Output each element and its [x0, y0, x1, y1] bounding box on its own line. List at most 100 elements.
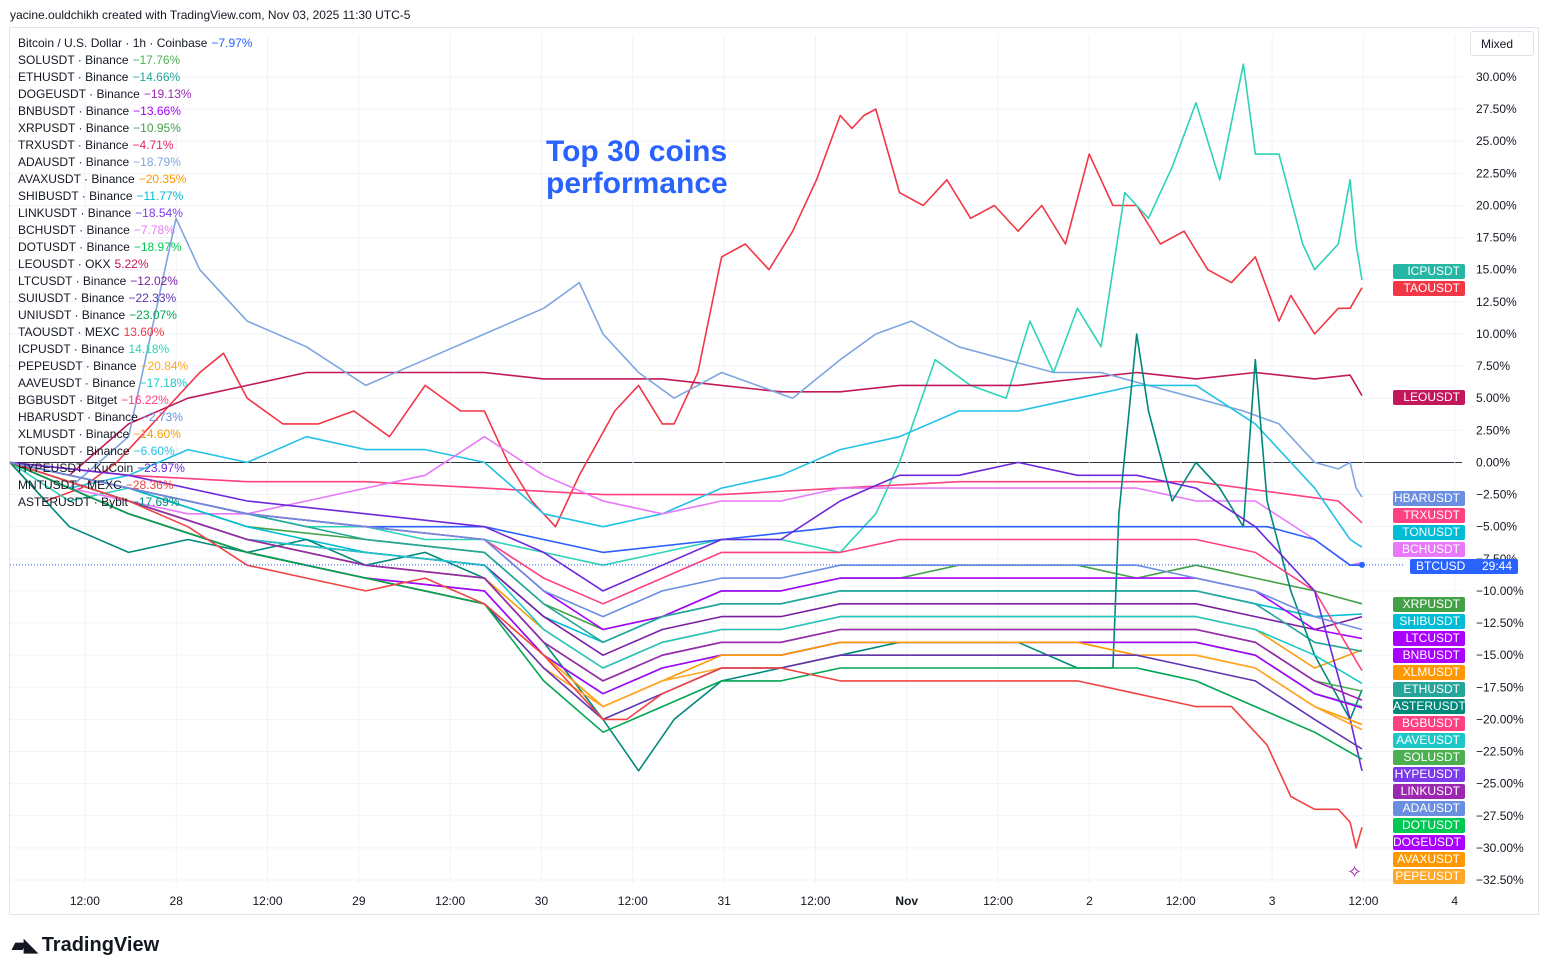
legend-item[interactable]: ICPUSDT · Binance 14.18%: [18, 341, 252, 358]
legend-item[interactable]: Bitcoin / U.S. Dollar · 1h · Coinbase −7.…: [18, 35, 252, 52]
legend-item[interactable]: TONUSDT · Binance −6.60%: [18, 443, 252, 460]
y-tick-label: −27.50%: [1476, 809, 1524, 823]
header-credit: yacine.ouldchikh created with TradingVie…: [10, 8, 411, 22]
y-tick-label: 17.50%: [1476, 231, 1517, 245]
legend-label: DOTUSDT · Binance: [18, 240, 130, 254]
price-tag-xlmusdt: XLMUSDT: [1393, 665, 1465, 680]
grid-lines: [10, 35, 1462, 884]
tradingview-logo-icon: ▰◣: [12, 935, 38, 955]
legend-value: −12.02%: [130, 274, 178, 288]
legend-value: −7.97%: [211, 36, 253, 50]
series-line-aaveusdt: [9, 461, 1363, 685]
legend-label: AAVEUSDT · Binance: [18, 376, 136, 390]
x-tick-label: 31: [717, 894, 731, 908]
btc-price-badge: BTCUSD 29:44: [1410, 559, 1518, 574]
legend-item[interactable]: AVAXUSDT · Binance −20.35%: [18, 171, 252, 188]
y-tick-label: −22.50%: [1476, 745, 1524, 759]
y-tick-label: 0.00%: [1476, 455, 1510, 469]
price-tag-icpusdt: ICPUSDT: [1393, 264, 1465, 279]
legend-item[interactable]: TAOUSDT · MEXC 13.60%: [18, 324, 252, 341]
legend-item[interactable]: SHIBUSDT · Binance −11.77%: [18, 188, 252, 205]
btc-last-point: [1359, 561, 1365, 568]
y-tick-label: 15.00%: [1476, 263, 1517, 277]
legend-item[interactable]: ASTERUSDT · Bybit −17.69%: [18, 494, 252, 511]
series-line-ethusdt: [9, 461, 1363, 653]
legend-item[interactable]: DOTUSDT · Binance −18.97%: [18, 239, 252, 256]
legend-item[interactable]: PEPEUSDT · Binance −20.84%: [18, 358, 252, 375]
chart-annotation[interactable]: Top 30 coins performance: [546, 136, 728, 200]
legend-item[interactable]: MNTUSDT · MEXC −28.36%: [18, 477, 252, 494]
btc-badge-label: BTCUSD: [1416, 559, 1466, 573]
legend-item[interactable]: BCHUSDT · Binance −7.78%: [18, 222, 252, 239]
legend-item[interactable]: AAVEUSDT · Binance −17.18%: [18, 375, 252, 392]
price-tag-adausdt: ADAUSDT: [1393, 801, 1465, 816]
y-tick-label: 10.00%: [1476, 327, 1517, 341]
legend-value: 14.18%: [128, 342, 170, 356]
y-tick-label: −12.50%: [1476, 616, 1524, 630]
series-line-hbarusdt: [9, 461, 1363, 631]
price-tag-bgbusdt: BGBUSDT: [1393, 716, 1465, 731]
legend-item[interactable]: HBARUSDT · Binance −2.73%: [18, 409, 252, 426]
price-tag-asterusdt: ASTERUSDT: [1393, 699, 1466, 714]
legend-item[interactable]: TRXUSDT · Binance −4.71%: [18, 137, 252, 154]
legend-item[interactable]: ETHUSDT · Binance −14.66%: [18, 69, 252, 86]
legend-item[interactable]: DOGEUSDT · Binance −19.13%: [18, 86, 252, 103]
x-tick-label: 2: [1086, 894, 1093, 908]
y-tick-label: −25.00%: [1476, 777, 1524, 791]
legend-value: −23.97%: [137, 461, 185, 475]
price-tag-bnbusdt: BNBUSDT: [1393, 648, 1465, 663]
legend-label: DOGEUSDT · Binance: [18, 87, 140, 101]
legend-item[interactable]: XLMUSDT · Binance −14.60%: [18, 426, 252, 443]
series-line-mntusdt: [9, 461, 1363, 849]
x-tick-label: 3: [1269, 894, 1276, 908]
y-tick-label: −32.50%: [1476, 873, 1524, 887]
legend-label: MNTUSDT · MEXC: [18, 478, 122, 492]
x-tick-label: 28: [170, 894, 184, 908]
y-tick-label: −2.50%: [1476, 488, 1517, 502]
legend-item[interactable]: HYPEUSDT · KuCoin −23.97%: [18, 460, 252, 477]
legend-value: −17.18%: [139, 376, 188, 390]
price-tag-trxusdt: TRXUSDT: [1393, 508, 1465, 523]
x-tick-label: 29: [352, 894, 366, 908]
series-lines: [9, 63, 1405, 849]
x-tick-label: 12:00: [435, 894, 465, 908]
scale-mode-button[interactable]: Mixed: [1470, 31, 1534, 56]
x-tick-label: 12:00: [1166, 894, 1196, 908]
series-line-tonusdt: [9, 384, 1363, 548]
legend-label: BNBUSDT · Binance: [18, 104, 130, 118]
price-tag-bchusdt: BCHUSDT: [1393, 542, 1465, 557]
series-line-trxusdt: [9, 461, 1363, 524]
price-tag-leousdt: LEOUSDT: [1393, 390, 1465, 405]
legend-label: PEPEUSDT · Binance: [18, 359, 137, 373]
legend-label: SOLUSDT · Binance: [18, 53, 129, 67]
legend-value: −18.79%: [133, 155, 181, 169]
legend-item[interactable]: SUIUSDT · Binance −22.33%: [18, 290, 252, 307]
x-tick-label: 30: [535, 894, 549, 908]
legend-item[interactable]: UNIUSDT · Binance −23.07%: [18, 307, 252, 324]
sparkle-icon[interactable]: ✧: [1347, 862, 1363, 882]
y-tick-label: 20.00%: [1476, 198, 1517, 212]
price-tag-xrpusdt: XRPUSDT: [1393, 597, 1465, 612]
legend-label: TAOUSDT · MEXC: [18, 325, 120, 339]
tradingview-logo[interactable]: ▰◣ TradingView: [12, 934, 159, 957]
series-line-taousdt: [9, 108, 1363, 528]
annotation-line-2: performance: [546, 167, 728, 200]
x-tick-label: 4: [1451, 894, 1458, 908]
legend-value: −28.36%: [125, 478, 174, 492]
y-tick-label: −10.00%: [1476, 584, 1524, 598]
price-tag-solusdt: SOLUSDT: [1393, 750, 1465, 765]
legend-item[interactable]: ADAUSDT · Binance −18.79%: [18, 154, 252, 171]
legend-item[interactable]: LTCUSDT · Binance −12.02%: [18, 273, 252, 290]
legend-item[interactable]: BNBUSDT · Binance −13.66%: [18, 103, 252, 120]
tradingview-brand: TradingView: [41, 934, 160, 956]
legend-item[interactable]: LINKUSDT · Binance −18.54%: [18, 205, 252, 222]
legend-value: −6.60%: [133, 444, 175, 458]
x-tick-label: 12:00: [1348, 894, 1378, 908]
legend-item[interactable]: XRPUSDT · Binance −10.95%: [18, 120, 252, 137]
legend-value: −20.35%: [138, 172, 187, 186]
legend-item[interactable]: BGBUSDT · Bitget −16.22%: [18, 392, 252, 409]
legend-label: Bitcoin / U.S. Dollar · 1h · Coinbase: [18, 36, 208, 50]
legend-item[interactable]: SOLUSDT · Binance −17.76%: [18, 52, 252, 69]
legend-item[interactable]: LEOUSDT · OKX 5.22%: [18, 256, 252, 273]
